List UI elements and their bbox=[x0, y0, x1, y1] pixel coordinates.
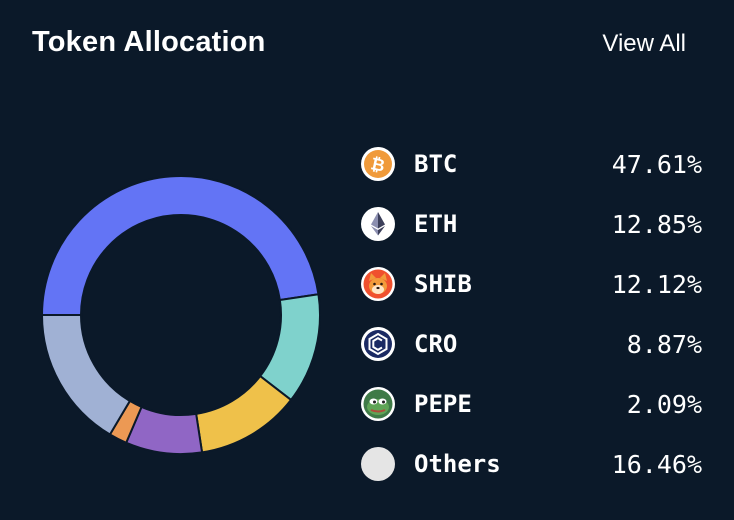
legend-percent: 16.46% bbox=[611, 449, 702, 479]
legend-symbol: BTC bbox=[414, 150, 458, 178]
legend-row-shib[interactable]: SHIB 12.12% bbox=[360, 254, 702, 314]
allocation-donut-chart bbox=[36, 170, 326, 460]
legend-percent: 12.12% bbox=[611, 269, 702, 299]
legend-percent: 8.87% bbox=[626, 329, 702, 359]
legend-percent: 2.09% bbox=[626, 389, 702, 419]
legend-symbol: SHIB bbox=[414, 270, 472, 298]
legend-row-others[interactable]: Others 16.46% bbox=[360, 434, 702, 494]
others-icon bbox=[360, 446, 396, 482]
legend-symbol: Others bbox=[414, 450, 501, 478]
donut-svg bbox=[40, 175, 321, 455]
svg-text:₿: ₿ bbox=[369, 154, 387, 176]
bitcoin-icon: ₿ bbox=[360, 146, 396, 182]
shiba-inu-icon bbox=[360, 266, 396, 302]
legend-symbol: ETH bbox=[414, 210, 458, 238]
legend-symbol: PEPE bbox=[414, 390, 472, 418]
legend-row-btc[interactable]: ₿ BTC 47.61% bbox=[360, 134, 702, 194]
view-all-button[interactable]: View All bbox=[602, 30, 686, 57]
donut-slice-others[interactable] bbox=[40, 314, 132, 436]
legend-symbol: CRO bbox=[414, 330, 458, 358]
legend-row-pepe[interactable]: PEPE 2.09% bbox=[360, 374, 702, 434]
pepe-icon bbox=[360, 386, 396, 422]
legend-percent: 47.61% bbox=[611, 149, 702, 179]
legend-percent: 12.85% bbox=[611, 209, 702, 239]
card-title: Token Allocation bbox=[32, 26, 266, 58]
donut-slice-btc[interactable] bbox=[40, 175, 320, 316]
allocation-legend: ₿ BTC 47.61% ETH 12.85% bbox=[360, 134, 702, 494]
legend-row-eth[interactable]: ETH 12.85% bbox=[360, 194, 702, 254]
cronos-icon bbox=[360, 326, 396, 362]
legend-row-cro[interactable]: CRO 8.87% bbox=[360, 314, 702, 374]
ethereum-icon bbox=[360, 206, 396, 242]
